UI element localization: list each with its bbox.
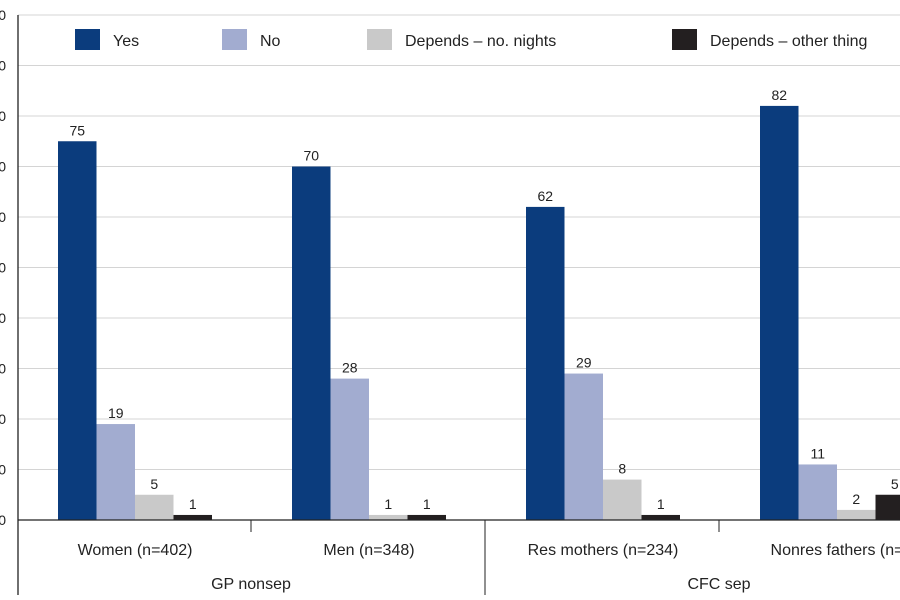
legend-swatch [367,29,392,50]
bar [837,509,876,520]
legend-swatch [75,29,100,50]
legend-label: Depends – other thing [710,33,867,50]
category-label: Nonres fathers (n= [771,542,900,559]
category-label: Men (n=348) [323,542,414,559]
y-tick-label: 30 [0,361,6,377]
bar [798,464,837,520]
bar [173,514,212,520]
data-label: 2 [852,491,860,507]
bar [760,105,799,521]
data-label: 29 [576,355,592,371]
bar [330,378,369,520]
bar [641,514,680,520]
bar [564,373,603,520]
y-tick-label: 20 [0,411,6,427]
bar [526,206,565,520]
data-label: 1 [657,496,665,512]
legend-swatch [672,29,697,50]
category-label: Res mothers (n=234) [528,542,679,559]
legend-background [19,16,900,65]
data-label: 1 [423,496,431,512]
bar [875,494,900,520]
group-label: CFC sep [687,576,750,593]
bar [407,514,446,520]
data-label: 62 [537,188,553,204]
data-label: 28 [342,360,358,376]
bar [96,424,135,520]
data-label: 5 [150,476,158,492]
y-tick-label: 60 [0,209,6,225]
y-tick-label: 90 [0,58,6,74]
y-tick-label: 50 [0,260,6,276]
data-label: 1 [384,496,392,512]
legend-label: No [260,33,281,50]
data-label: 75 [69,122,85,138]
y-tick-label: 80 [0,108,6,124]
data-label: 8 [618,461,626,477]
data-label: 5 [891,476,899,492]
legend-label: Depends – no. nights [405,33,556,50]
bar [603,479,642,520]
data-label: 11 [810,445,825,461]
y-tick-label: 40 [0,310,6,326]
y-tick-label: 0 [0,512,6,528]
category-label: Women (n=402) [78,542,193,559]
data-label: 19 [108,405,124,421]
bar [369,514,408,520]
data-label: 82 [771,87,787,103]
y-tick-label: 100 [0,7,6,23]
legend-swatch [222,29,247,50]
bar [58,141,97,520]
y-tick-label: 10 [0,462,6,478]
bar [292,166,331,520]
legend-label: Yes [113,33,139,50]
y-tick-label: 70 [0,159,6,175]
data-label: 1 [189,496,197,512]
group-label: GP nonsep [211,576,291,593]
bar [135,494,174,520]
data-label: 70 [303,148,319,164]
